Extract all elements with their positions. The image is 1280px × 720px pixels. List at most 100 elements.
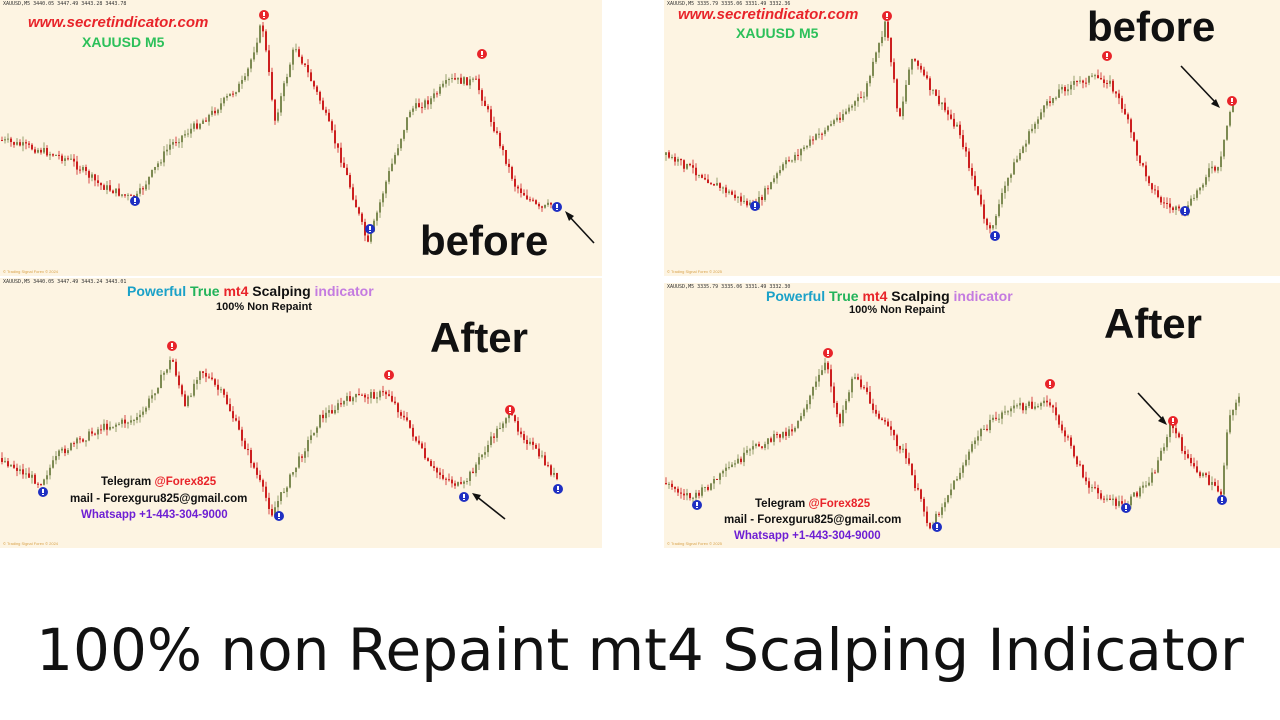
candle-body [1199,472,1201,477]
candle-body [34,474,36,484]
candle-body [145,184,147,190]
candle-body [19,469,21,471]
candle-body [172,142,174,145]
candle-body [358,207,360,214]
candle-body [965,459,967,466]
candle-body [442,83,444,87]
candle-body [394,154,396,164]
candle-body [701,174,703,178]
price-chart [665,358,1240,530]
candle-body [791,429,793,432]
candle-body [22,142,24,146]
candle-body [307,64,309,73]
candle-body [1118,501,1120,506]
candle-body [968,451,970,460]
candle-body [256,467,258,475]
candle-body [890,37,892,63]
candle-body [355,199,357,208]
candle-body [866,387,868,392]
candle-body [1103,79,1105,83]
candle-body [283,83,285,97]
candle-body [1214,482,1216,486]
candle-body [821,370,823,375]
candle-body [851,378,853,393]
candle-body [1151,183,1153,190]
candle-body [355,394,357,398]
candle-body [848,107,850,112]
candle-body [349,396,351,402]
candle-body [941,507,943,515]
candle-body [935,513,937,525]
candle-body [1208,475,1210,485]
candle-body [235,92,237,94]
candle-body [770,182,772,190]
candle-body [797,420,799,428]
candle-body [878,43,880,53]
candle-body [217,384,219,390]
candle-body [325,412,327,419]
candle-body [10,464,12,467]
candle-body [34,149,36,153]
candle-body [857,97,859,102]
candle-body [701,487,703,496]
candle-body [938,513,940,515]
candle-body [553,472,555,475]
candle-body [67,450,69,454]
candle-body [878,413,880,419]
candle-body [112,190,114,194]
candle-body [995,216,997,226]
candle-body [502,146,504,150]
website-label: www.secretindicator.com [28,14,209,31]
candle-body [752,446,754,450]
candle-body [779,434,781,438]
candle-body [433,466,435,468]
candle-body [472,78,474,80]
candle-body [448,479,450,481]
buy-signal-icon [692,500,702,510]
candle-body [361,394,363,396]
candle-body [304,451,306,458]
candle-body [677,488,679,493]
candle-body [938,95,940,105]
candle-body [424,448,426,459]
candle-body [511,167,513,179]
candle-body [58,154,60,156]
candle-body [196,123,198,129]
candle-body [1217,167,1219,171]
candle-body [764,188,766,200]
candle-body [665,152,667,155]
candle-body [1232,409,1234,416]
candle-body [40,149,42,153]
candle-body [217,109,219,114]
sell-signal-icon [882,11,892,21]
sell-signal-icon [1102,51,1112,61]
candle-body [1115,91,1117,94]
candle-body [370,231,372,242]
candle-body [436,467,438,473]
candle-body [469,79,471,86]
candle-body [1229,415,1231,433]
candle-body [85,167,87,172]
candle-body [1088,481,1090,488]
candle-body [349,175,351,188]
candle-body [223,97,225,104]
candle-body [424,100,426,108]
candle-body [773,434,775,442]
candle-body [232,93,234,95]
candle-body [944,102,946,111]
candle-body [403,415,405,418]
candle-body [427,100,429,105]
candle-body [463,481,465,484]
candle-body [418,440,420,444]
candle-body [1193,197,1195,199]
candle-body [710,483,712,490]
candle-body [815,381,817,387]
candle-body [358,394,360,396]
candle-body [76,438,78,444]
email-contact: mail - Forexguru825@gmail.com [724,514,902,526]
candle-body [154,167,156,170]
candle-body [1079,464,1081,466]
candle-body [794,427,796,432]
candle-body [806,145,808,148]
candle-body [280,492,282,502]
